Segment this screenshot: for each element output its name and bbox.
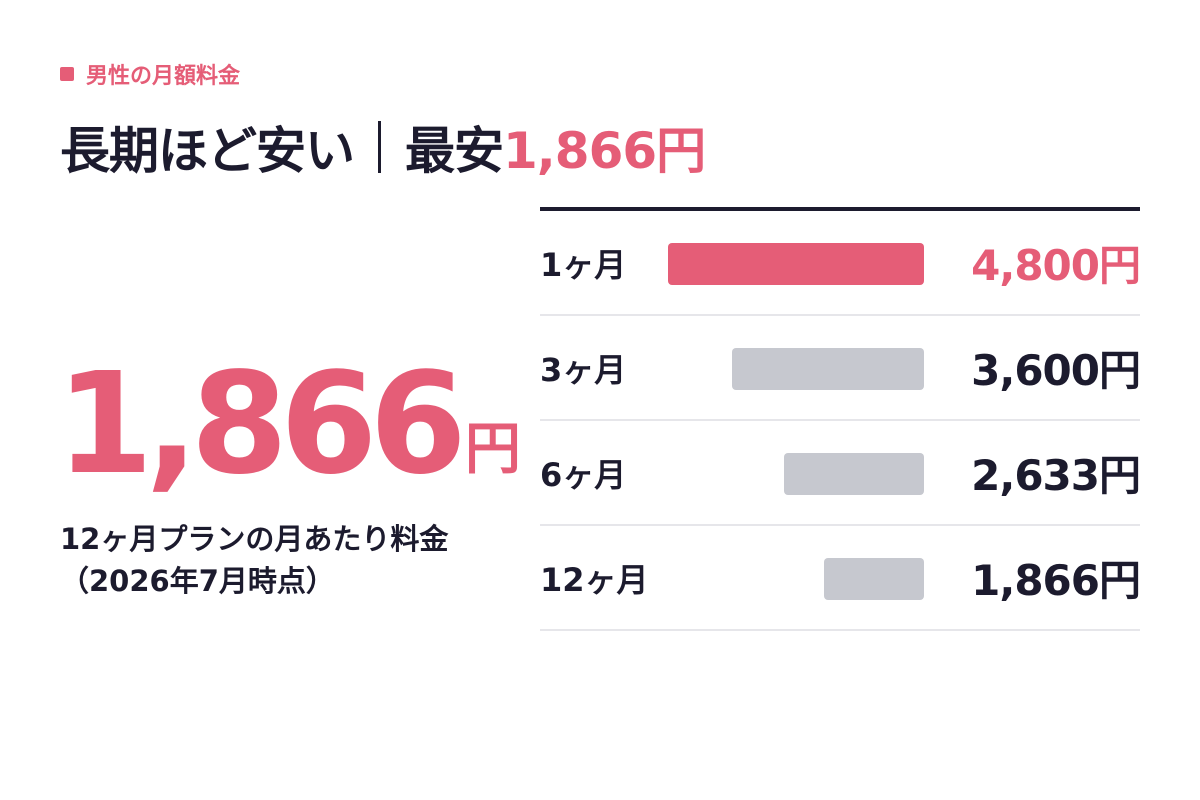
price-bar-chart: 1ヶ月 4,800円 3ヶ月 3,600円 6ヶ月 2,633円 12ヶ月 1,866円 xyxy=(540,207,1141,631)
chart-bar xyxy=(784,453,924,495)
chart-value-label: 2,633円 xyxy=(971,451,1141,500)
headline-prefix: 最安 xyxy=(405,122,504,180)
chart-bar xyxy=(668,243,924,285)
hero-price-unit: 円 xyxy=(464,417,521,482)
headline-main: 長期ほど安い xyxy=(60,122,355,180)
hero-price-number: 1,866 xyxy=(56,343,467,506)
hero-price: 1,866 円 xyxy=(56,350,521,500)
chart-category-label: 6ヶ月 xyxy=(540,455,627,494)
eyebrow-square-icon xyxy=(60,67,74,81)
headline-accent-price: 1,866円 xyxy=(503,122,706,180)
chart-row: 1ヶ月 4,800円 xyxy=(540,211,1141,316)
section-eyebrow: 男性の月額料金 xyxy=(60,60,241,89)
chart-row: 12ヶ月 1,866円 xyxy=(540,526,1141,631)
hero-caption: 12ヶ月プランの月あたり料金（2026年7月時点） xyxy=(60,522,449,598)
chart-value-label: 4,800円 xyxy=(971,241,1141,290)
chart-category-label: 1ヶ月 xyxy=(540,245,627,284)
chart-bar xyxy=(824,558,924,600)
headline-divider xyxy=(378,121,381,173)
chart-bar xyxy=(732,348,924,390)
chart-category-label: 3ヶ月 xyxy=(540,350,627,389)
chart-row: 3ヶ月 3,600円 xyxy=(540,316,1141,421)
headline: 長期ほど安い 最安 1,866円 xyxy=(60,112,706,182)
chart-value-label: 1,866円 xyxy=(971,556,1141,605)
chart-category-label: 12ヶ月 xyxy=(540,560,649,599)
eyebrow-label: 男性の月額料金 xyxy=(86,64,241,89)
chart-row: 6ヶ月 2,633円 xyxy=(540,421,1141,526)
chart-value-label: 3,600円 xyxy=(971,346,1141,395)
